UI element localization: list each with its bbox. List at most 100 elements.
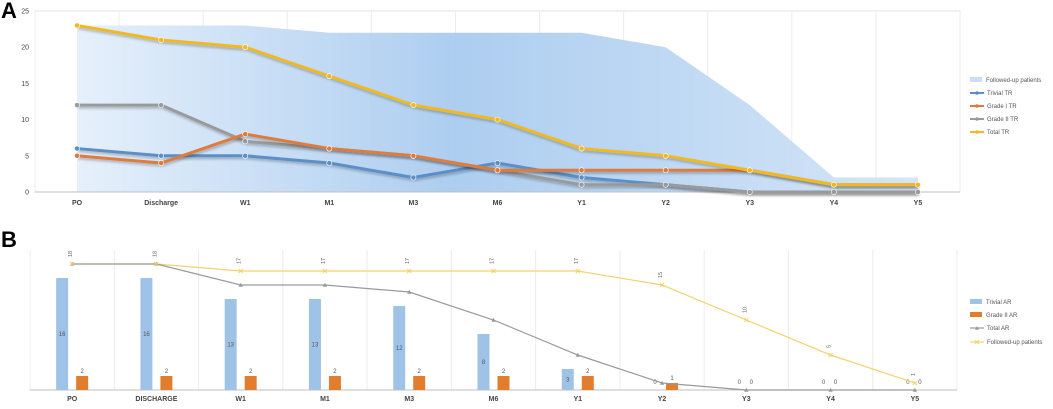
- legend-marker-total-ar: [975, 326, 979, 330]
- bar-grade-ii-ar: [244, 376, 257, 390]
- data-point-total-tr: [74, 22, 80, 29]
- legend-marker-trivial-tr: [975, 91, 979, 95]
- data-point-total-tr: [410, 102, 417, 109]
- data-label-followed-up-patients: 5: [827, 345, 833, 348]
- x-tick-label-a: M1: [324, 200, 334, 207]
- data-label-followed-up-patients: 10: [742, 307, 748, 313]
- legend-label-grade-i-tr: Grade I TR: [987, 104, 1017, 110]
- data-point-followed-up-patients: [238, 268, 244, 274]
- data-point-followed-up-patients: [406, 268, 412, 274]
- data-label-trivial-ar: 13: [312, 343, 319, 349]
- data-point-grade-i-tr: [74, 152, 80, 159]
- chart-a: 0 5 10 15 20 25 PO Discharge W1 M1 M3 M6 Y1 Y2 Y3 Y4 Y5 F…: [21, 9, 1041, 208]
- data-label-followed-up-patients: 18: [152, 251, 158, 257]
- y-tick-label-a: 10: [21, 117, 29, 124]
- x-tick-label-b: M6: [489, 396, 499, 403]
- data-label-followed-up-patients: 17: [574, 258, 580, 264]
- data-label-trivial-ar: 12: [396, 346, 403, 352]
- data-label-followed-up-patients: 18: [68, 251, 74, 257]
- y-tick-label-a: 5: [25, 153, 29, 160]
- x-tick-label-a: M3: [409, 200, 419, 207]
- bar-trivial-ar: [561, 369, 574, 390]
- x-tick-label-b: Y2: [658, 396, 667, 403]
- bar-grade-ii-ar: [160, 376, 173, 390]
- bar-grade-ii-ar: [76, 376, 89, 390]
- data-point-grade-ii-tr: [158, 102, 165, 109]
- bar-grade-ii-ar: [666, 383, 679, 390]
- legend-label-total-ar: Total AR: [987, 326, 1010, 332]
- data-label-trivial-ar: 16: [59, 332, 66, 338]
- data-point-grade-i-tr: [326, 145, 333, 152]
- data-point-total-ar: [659, 380, 665, 385]
- data-point-followed-up-patients: [912, 380, 918, 386]
- data-point-total-ar: [322, 282, 328, 287]
- x-tick-label-b: M3: [404, 396, 414, 403]
- data-label-grade-ii-ar: 0: [918, 380, 922, 386]
- data-point-trivial-tr: [578, 174, 585, 181]
- data-point-followed-up-patients: [154, 261, 159, 267]
- bar-trivial-ar: [393, 306, 406, 390]
- data-label-followed-up-patients: 17: [237, 258, 243, 264]
- data-point-trivial-tr: [410, 174, 417, 181]
- data-point-grade-i-tr: [578, 167, 585, 174]
- data-point-total-ar: [407, 289, 412, 294]
- data-point-followed-up-patients: [69, 261, 75, 267]
- data-label-grade-ii-ar: 2: [333, 369, 337, 375]
- data-point-grade-ii-tr: [915, 189, 921, 195]
- data-point-total-tr: [494, 116, 501, 123]
- x-tick-label-b: M1: [320, 396, 330, 403]
- data-point-grade-ii-tr: [242, 138, 249, 145]
- bar-trivial-ar: [224, 299, 237, 390]
- area-followed-up-patients: [77, 25, 918, 193]
- x-tick-label-a: Y2: [661, 200, 670, 207]
- data-label-trivial-ar: 0: [822, 380, 826, 386]
- data-label-trivial-ar: 3: [566, 378, 570, 384]
- data-point-followed-up-patients: [491, 268, 496, 274]
- data-point-total-ar: [491, 317, 496, 322]
- data-label-followed-up-patients: 17: [405, 258, 411, 264]
- data-point-followed-up-patients: [575, 268, 581, 274]
- data-point-grade-i-tr: [410, 152, 417, 159]
- panel-a-label: A: [1, 0, 17, 23]
- data-point-grade-ii-tr: [830, 189, 837, 195]
- data-point-total-ar: [238, 282, 243, 287]
- data-point-grade-i-tr: [494, 167, 501, 174]
- x-tick-label-a: Y5: [914, 200, 923, 207]
- data-point-grade-ii-tr: [662, 181, 669, 188]
- data-point-total-tr: [578, 145, 585, 152]
- data-label-followed-up-patients: 15: [658, 272, 664, 278]
- data-label-grade-ii-ar: 2: [165, 369, 169, 375]
- data-label-followed-up-patients: 1: [911, 373, 917, 376]
- bar-trivial-ar: [56, 278, 69, 390]
- data-point-trivial-tr: [494, 160, 501, 166]
- data-label-trivial-ar: 8: [482, 360, 486, 366]
- data-point-total-tr: [326, 73, 333, 80]
- legend-label-followed-up-patients: Followed-up patients: [986, 78, 1041, 84]
- data-label-grade-ii-ar: 2: [502, 369, 506, 375]
- data-label-grade-ii-ar: 1: [670, 376, 674, 382]
- y-tick-label-a: 0: [25, 190, 29, 197]
- data-point-total-tr: [746, 167, 753, 174]
- data-point-trivial-tr: [242, 152, 249, 159]
- x-tick-label-a: PO: [72, 200, 83, 207]
- legend-label-trivial-ar: Trivial AR: [986, 300, 1012, 306]
- y-tick-label-a: 15: [21, 81, 29, 88]
- data-point-grade-i-tr: [662, 167, 669, 174]
- legend-swatch-followed-up-patients: [970, 77, 982, 82]
- legend-label-followed-up-patients: Followed-up patients: [987, 340, 1042, 346]
- data-label-trivial-ar: 16: [143, 332, 150, 338]
- x-tick-label-a: M6: [493, 200, 503, 207]
- y-tick-label-a: 25: [21, 9, 29, 16]
- data-point-total-tr: [830, 181, 837, 188]
- data-point-total-ar: [575, 352, 580, 357]
- bar-trivial-ar: [308, 299, 321, 390]
- legend-label-grade-ii-tr: Grade II TR: [987, 117, 1019, 123]
- data-point-followed-up-patients: [322, 268, 328, 274]
- y-tick-label-a: 20: [21, 45, 29, 52]
- data-point-trivial-tr: [158, 152, 165, 159]
- legend-label-grade-ii-ar: Grade II AR: [986, 313, 1018, 319]
- x-tick-label-b: Y1: [573, 396, 582, 403]
- data-point-grade-ii-tr: [74, 102, 80, 109]
- data-label-grade-ii-ar: 2: [249, 369, 253, 375]
